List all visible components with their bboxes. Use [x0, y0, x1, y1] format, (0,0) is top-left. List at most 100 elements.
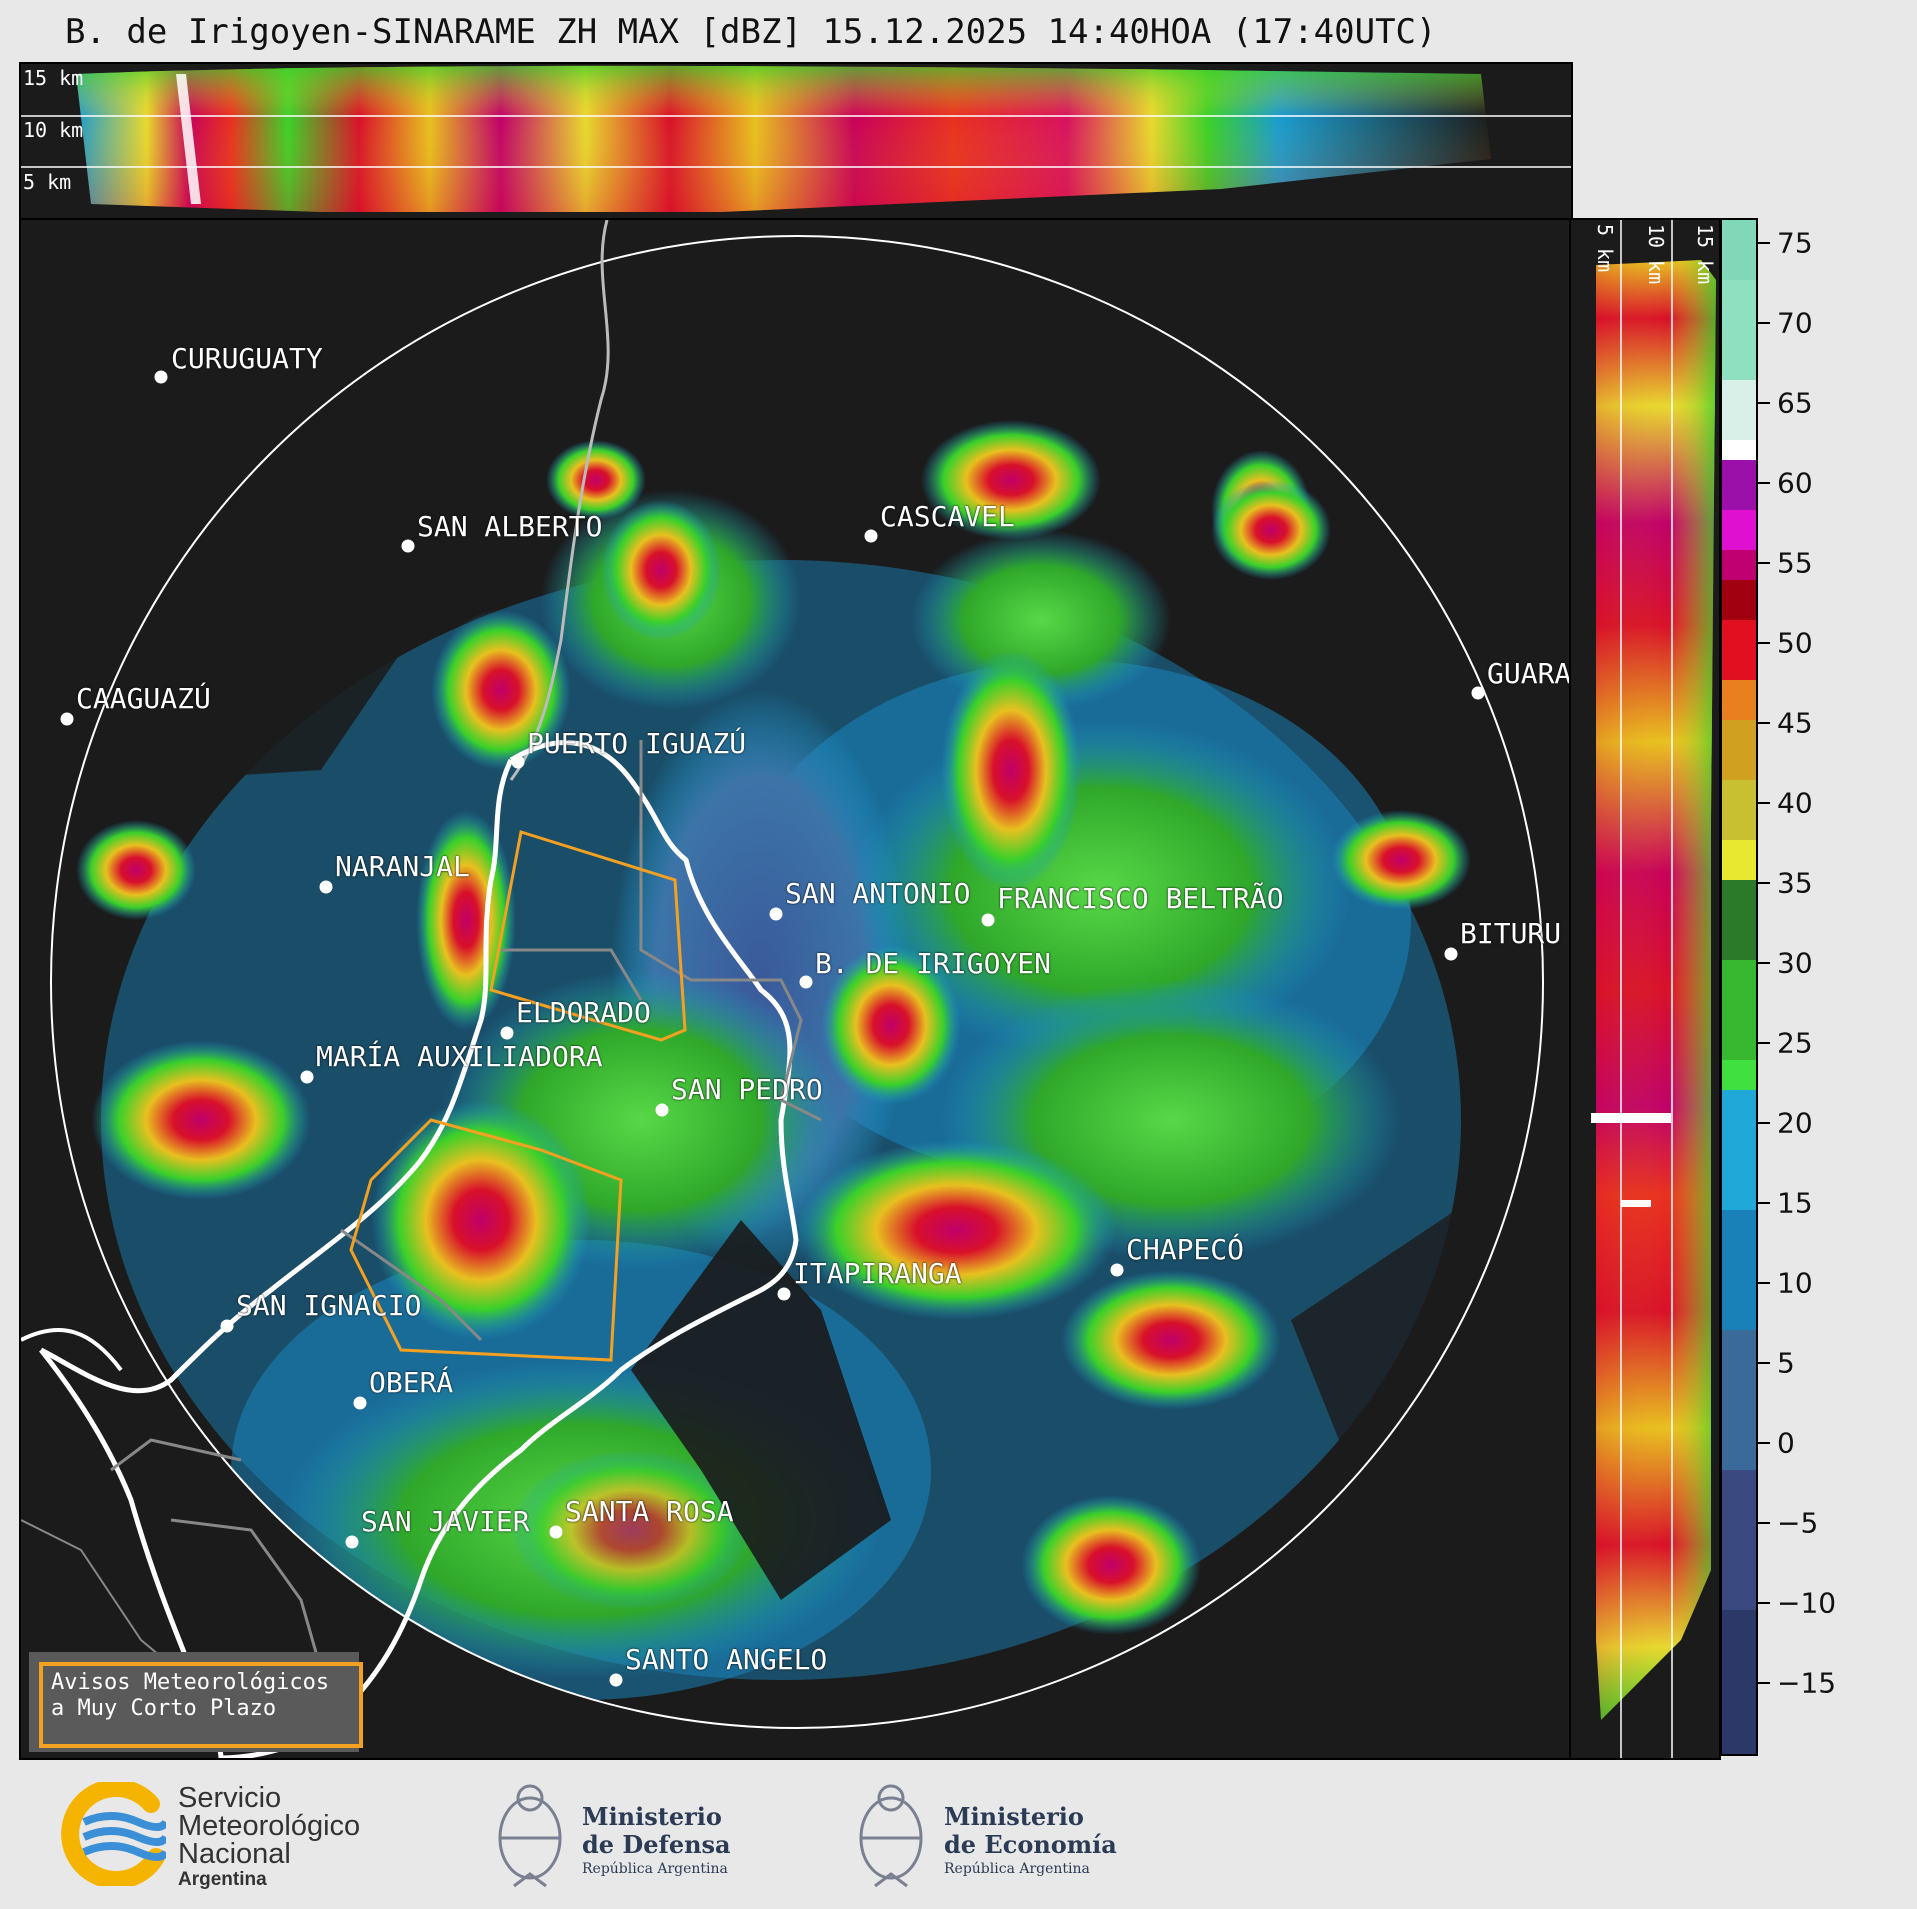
- colorbar-label: 0: [1777, 1426, 1795, 1460]
- national-shield-icon: [859, 1784, 923, 1888]
- colorbar-label: 50: [1777, 626, 1813, 660]
- legend-line: a Muy Corto Plazo: [51, 1696, 277, 1721]
- colorbar-tick: [1758, 242, 1770, 244]
- legend-line: Avisos Meteorológicos: [51, 1670, 330, 1695]
- colorbar-label: 10: [1777, 1266, 1813, 1300]
- colorbar-label: 5: [1777, 1346, 1795, 1380]
- city-marker: [319, 880, 333, 894]
- smn-line: Meteorológico: [178, 1810, 361, 1842]
- colorbar-label: 40: [1777, 786, 1813, 820]
- city-label: CAAGUAZÚ: [76, 682, 211, 715]
- city-label: MARÍA AUXILIADORA: [316, 1040, 603, 1073]
- defensa-line: de Defensa: [582, 1830, 731, 1859]
- city-marker: [1444, 947, 1458, 961]
- city-marker: [609, 1673, 623, 1687]
- dbz-colorbar: [1720, 218, 1758, 1756]
- right-km-label: 15 km: [1693, 224, 1717, 285]
- colorbar-tick: [1758, 1522, 1770, 1524]
- colorbar-label: 30: [1777, 946, 1813, 980]
- city-label: SAN ANTONIO: [785, 877, 971, 910]
- colorbar-tick: [1758, 722, 1770, 724]
- city-marker: [549, 1525, 563, 1539]
- city-label: SANTO ANGELO: [625, 1643, 828, 1676]
- city-label: SAN IGNACIO: [236, 1289, 422, 1322]
- top-cross-section: 15 km 10 km 5 km: [19, 62, 1573, 221]
- city-marker: [353, 1396, 367, 1410]
- colorbar-label: 35: [1777, 866, 1813, 900]
- colorbar-scale: [1722, 220, 1756, 1754]
- colorbar-label: −5: [1777, 1506, 1819, 1540]
- colorbar-label: 15: [1777, 1186, 1813, 1220]
- city-label: PUERTO IGUAZÚ: [527, 727, 747, 760]
- city-label: SANTA ROSA: [565, 1495, 734, 1528]
- city-marker: [345, 1535, 359, 1549]
- colorbar-label: −10: [1777, 1586, 1837, 1620]
- colorbar-tick: [1758, 1122, 1770, 1124]
- warnings-legend-frame: Avisos Meteorológicos a Muy Corto Plazo: [39, 1662, 363, 1748]
- right-cross-section: 5 km 10 km 15 km: [1569, 218, 1721, 1760]
- city-marker: [769, 907, 783, 921]
- national-shield-icon: [498, 1784, 562, 1888]
- city-label: FRANCISCO BELTRÃO: [997, 882, 1284, 915]
- city-marker: [777, 1287, 791, 1301]
- city-marker: [511, 755, 525, 769]
- city-label: ITAPIRANGA: [793, 1257, 962, 1290]
- city-label: SAN ALBERTO: [417, 510, 603, 543]
- top-section-reflectivity: [21, 65, 1571, 213]
- radar-reflectivity-layer: [21, 220, 1544, 1758]
- city-marker: [1471, 686, 1485, 700]
- smn-logo-icon: [61, 1782, 166, 1886]
- colorbar-tick: [1758, 802, 1770, 804]
- city-label: CHAPECÓ: [1126, 1233, 1245, 1266]
- city-marker: [1110, 1263, 1124, 1277]
- defensa-country: República Argentina: [582, 1861, 728, 1877]
- city-label: ELDORADO: [516, 996, 651, 1029]
- city-marker: [401, 539, 415, 553]
- colorbar-tick: [1758, 1282, 1770, 1284]
- smn-line: Nacional: [178, 1838, 291, 1870]
- colorbar-label: 20: [1777, 1106, 1813, 1140]
- colorbar-tick: [1758, 962, 1770, 964]
- colorbar-label: 55: [1777, 546, 1813, 580]
- city-label: GUARA: [1487, 657, 1572, 690]
- colorbar-tick: [1758, 1442, 1770, 1444]
- top-km-label: 10 km: [23, 118, 84, 142]
- colorbar-label: 45: [1777, 706, 1813, 740]
- colorbar-tick: [1758, 642, 1770, 644]
- defensa-line: Ministerio: [582, 1802, 722, 1831]
- city-marker: [981, 913, 995, 927]
- city-label: BITURU: [1460, 917, 1562, 950]
- right-section-reflectivity: [1591, 220, 1716, 1758]
- colorbar-label: 60: [1777, 466, 1813, 500]
- colorbar-tick: [1758, 1362, 1770, 1364]
- city-marker: [655, 1103, 669, 1117]
- economia-name: Ministerio de Economía República Argenti…: [944, 1803, 1117, 1879]
- smn-country: Argentina: [178, 1869, 267, 1890]
- colorbar-label: −15: [1777, 1666, 1837, 1700]
- city-label: OBERÁ: [369, 1366, 454, 1399]
- colorbar-tick: [1758, 402, 1770, 404]
- city-label: CURUGUATY: [171, 342, 323, 375]
- city-marker: [154, 370, 168, 384]
- top-km-label: 15 km: [23, 66, 84, 90]
- defensa-name: Ministerio de Defensa República Argentin…: [582, 1803, 731, 1879]
- colorbar-tick: [1758, 482, 1770, 484]
- colorbar-tick: [1758, 562, 1770, 564]
- colorbar-tick: [1758, 1602, 1770, 1604]
- colorbar-label: 65: [1777, 386, 1813, 420]
- colorbar-tick: [1758, 322, 1770, 324]
- top-km-label: 5 km: [23, 170, 72, 194]
- city-label: B. DE IRIGOYEN: [815, 947, 1052, 980]
- economia-line: de Economía: [944, 1830, 1117, 1859]
- warnings-legend: Avisos Meteorológicos a Muy Corto Plazo: [29, 1652, 363, 1752]
- city-marker: [864, 529, 878, 543]
- city-marker: [300, 1070, 314, 1084]
- city-marker: [220, 1319, 234, 1333]
- colorbar-tick: [1758, 1042, 1770, 1044]
- smn-name: Servicio Meteorológico Nacional Argentin…: [178, 1784, 360, 1892]
- city-label: SAN PEDRO: [671, 1073, 823, 1106]
- radar-map: CURUGUATY SAN ALBERTO CAAGUAZÚ PUERTO IG…: [19, 218, 1573, 1760]
- map-title: B. de Irigoyen-SINARAME ZH MAX [dBZ] 15.…: [65, 12, 1437, 52]
- smn-line: Servicio: [178, 1782, 282, 1814]
- colorbar-tick: [1758, 1202, 1770, 1204]
